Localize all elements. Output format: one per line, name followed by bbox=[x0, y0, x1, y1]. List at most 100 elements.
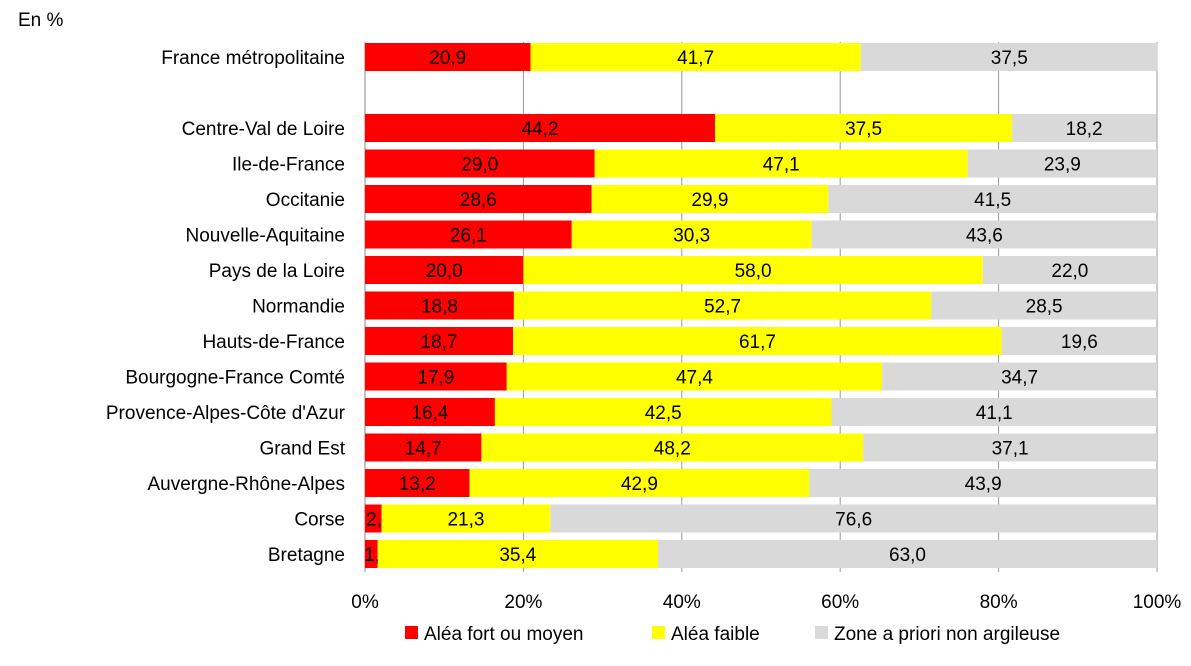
data-label: 43,9 bbox=[965, 474, 1002, 495]
data-label: 41,7 bbox=[677, 48, 714, 69]
category-label: Grand Est bbox=[259, 439, 345, 460]
data-label: 26,1 bbox=[450, 226, 487, 247]
data-label: 41,5 bbox=[974, 190, 1011, 211]
bar-segment bbox=[481, 433, 864, 462]
data-label: 37,5 bbox=[845, 119, 882, 140]
data-label: 13,2 bbox=[399, 474, 436, 495]
bar-segment bbox=[863, 433, 1157, 462]
bar-segment bbox=[594, 149, 968, 178]
bar-segment bbox=[523, 256, 983, 284]
data-label: 30,3 bbox=[673, 226, 710, 247]
category-label: Pays de la Loire bbox=[209, 261, 345, 282]
data-label: 37,1 bbox=[992, 439, 1029, 460]
data-label: 44,2 bbox=[522, 119, 559, 140]
bar-segment bbox=[530, 43, 861, 71]
data-label: 63,0 bbox=[889, 545, 926, 566]
bar-segment bbox=[860, 43, 1158, 71]
bar-segment bbox=[828, 185, 1157, 213]
data-label: 47,1 bbox=[763, 155, 800, 176]
bar-segment bbox=[469, 469, 810, 497]
bar-segment bbox=[811, 220, 1157, 249]
bar-segment bbox=[365, 327, 514, 355]
data-label: 18,7 bbox=[421, 332, 458, 353]
bar-segment bbox=[365, 540, 378, 568]
bar-segment bbox=[882, 362, 1157, 391]
category-label: Bretagne bbox=[268, 545, 345, 566]
data-label: 19,6 bbox=[1061, 332, 1098, 353]
bar-segment bbox=[513, 291, 932, 320]
bar-segment bbox=[809, 469, 1157, 497]
bar-segment bbox=[550, 504, 1157, 533]
category-label: Bourgogne-France Comté bbox=[125, 368, 345, 389]
x-tick-label: 60% bbox=[821, 592, 859, 613]
data-label: 20,9 bbox=[429, 48, 466, 69]
category-label: Auvergne-Rhône-Alpes bbox=[147, 474, 345, 495]
data-label: 42,9 bbox=[621, 474, 658, 495]
data-label: 21,3 bbox=[447, 510, 484, 531]
category-label: Nouvelle-Aquitaine bbox=[186, 226, 346, 247]
x-tick-label: 100% bbox=[1133, 592, 1182, 613]
bar-segment bbox=[658, 540, 1157, 568]
bar-segment bbox=[377, 540, 659, 568]
data-label: 22,0 bbox=[1051, 261, 1088, 282]
data-label: 29,0 bbox=[461, 155, 498, 176]
data-label: 18,2 bbox=[1066, 119, 1103, 140]
data-label: 61,7 bbox=[739, 332, 776, 353]
data-label: 76,6 bbox=[835, 510, 872, 531]
data-label: 28,6 bbox=[460, 190, 497, 211]
bar-segment bbox=[831, 398, 1157, 426]
data-label: 47,4 bbox=[676, 368, 713, 389]
legend-swatch bbox=[815, 626, 828, 639]
x-tick-label: 40% bbox=[663, 592, 701, 613]
bar-segment bbox=[571, 220, 812, 249]
bar-segment bbox=[715, 114, 1013, 142]
data-label: 16,4 bbox=[411, 403, 448, 424]
legend-label: Zone a priori non argileuse bbox=[834, 624, 1060, 645]
bar-segment bbox=[381, 504, 551, 533]
bar-segment bbox=[513, 327, 1002, 355]
legend-swatch bbox=[652, 626, 665, 639]
bar-segment bbox=[494, 398, 832, 426]
bar-segment bbox=[1012, 114, 1157, 142]
bar-segment bbox=[365, 291, 514, 320]
data-label: 28,5 bbox=[1026, 297, 1063, 318]
bar-segment bbox=[365, 220, 572, 249]
category-label: Hauts-de-France bbox=[202, 332, 345, 353]
data-label: 18,8 bbox=[421, 297, 458, 318]
legend-label: Aléa fort ou moyen bbox=[424, 624, 583, 645]
bar-segment bbox=[931, 291, 1157, 320]
bar-segment bbox=[365, 362, 507, 391]
x-tick-label: 20% bbox=[504, 592, 542, 613]
bar-segment bbox=[506, 362, 883, 391]
legend-swatch bbox=[405, 626, 418, 639]
bar-segment bbox=[365, 504, 382, 533]
data-label: 48,2 bbox=[654, 439, 691, 460]
bar-segment bbox=[365, 149, 595, 178]
category-label: Normandie bbox=[252, 297, 345, 318]
bar-segment bbox=[365, 433, 482, 462]
category-label: Occitanie bbox=[266, 190, 345, 211]
category-label: Provence-Alpes-Côte d'Azur bbox=[106, 403, 346, 424]
bar-segment bbox=[365, 469, 470, 497]
bar-segment bbox=[365, 185, 592, 213]
x-tick-label: 80% bbox=[980, 592, 1018, 613]
unit-label: En % bbox=[18, 10, 64, 31]
data-label: 41,1 bbox=[976, 403, 1013, 424]
data-label: 17,9 bbox=[417, 368, 454, 389]
data-label: 43,6 bbox=[966, 226, 1003, 247]
data-label: 58,0 bbox=[735, 261, 772, 282]
x-tick-label: 0% bbox=[351, 592, 379, 613]
data-label: 37,5 bbox=[991, 48, 1028, 69]
legend-label: Aléa faible bbox=[671, 624, 760, 645]
data-label: 29,9 bbox=[691, 190, 728, 211]
bar-segment bbox=[982, 256, 1157, 284]
data-label: 42,5 bbox=[645, 403, 682, 424]
data-label: 23,9 bbox=[1044, 155, 1081, 176]
bar-segment bbox=[591, 185, 829, 213]
bar-segment bbox=[365, 43, 531, 71]
data-label: 52,7 bbox=[704, 297, 741, 318]
category-label: France métropolitaine bbox=[161, 48, 345, 69]
category-label: Centre-Val de Loire bbox=[182, 119, 345, 140]
data-label: 20,0 bbox=[426, 261, 463, 282]
